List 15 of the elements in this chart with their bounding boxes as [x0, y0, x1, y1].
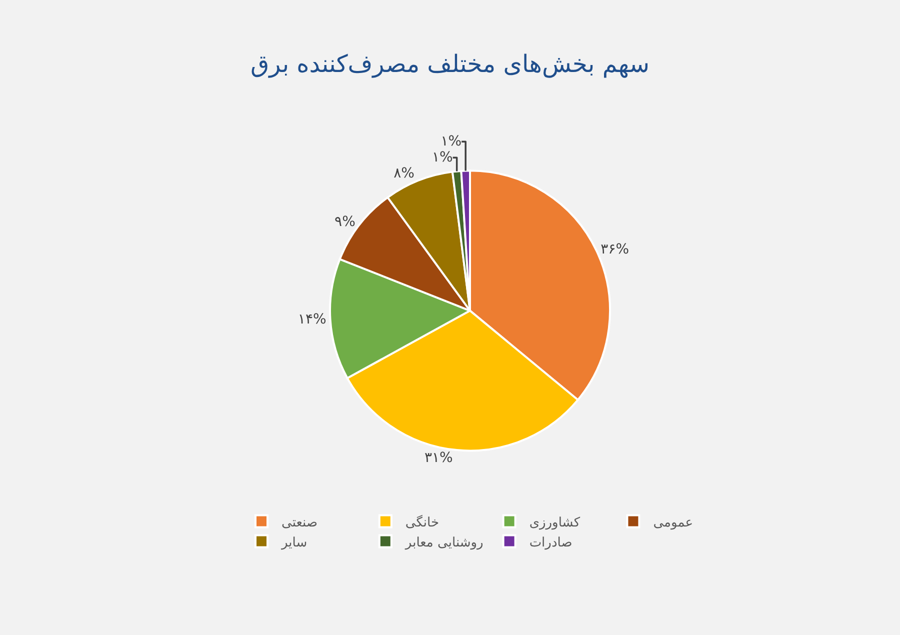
- legend-label: صادرات: [529, 535, 572, 550]
- chart-title: سهم بخش‌های مختلف مصرف‌کننده برق: [250, 50, 650, 78]
- legend-label: سایر: [280, 535, 308, 550]
- legend-label: عمومی: [653, 515, 694, 530]
- data-label: ۱%: [440, 134, 462, 150]
- data-label: ۹%: [334, 214, 356, 230]
- data-label: ۸%: [394, 166, 414, 182]
- data-label: ۱۴%: [298, 311, 326, 328]
- legend-label: کشاورزی: [529, 515, 581, 530]
- data-label: ۱%: [432, 150, 453, 166]
- legend-label: صنعتی: [282, 515, 318, 530]
- legend-label: خانگی: [405, 514, 440, 530]
- data-label: ۳۱%: [424, 450, 453, 466]
- data-label: ۳۶%: [600, 242, 630, 258]
- legend-label: روشنایی معابر: [404, 535, 484, 550]
